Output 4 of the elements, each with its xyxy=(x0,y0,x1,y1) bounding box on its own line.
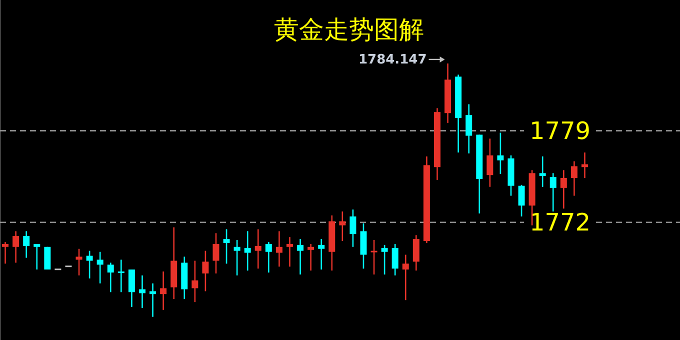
text: 黄金走势图解 xyxy=(274,15,424,44)
y-tick-label: 1772 xyxy=(529,208,591,236)
annotation: 1784.147 xyxy=(358,52,427,68)
y-tick-label: 1779 xyxy=(529,116,591,145)
